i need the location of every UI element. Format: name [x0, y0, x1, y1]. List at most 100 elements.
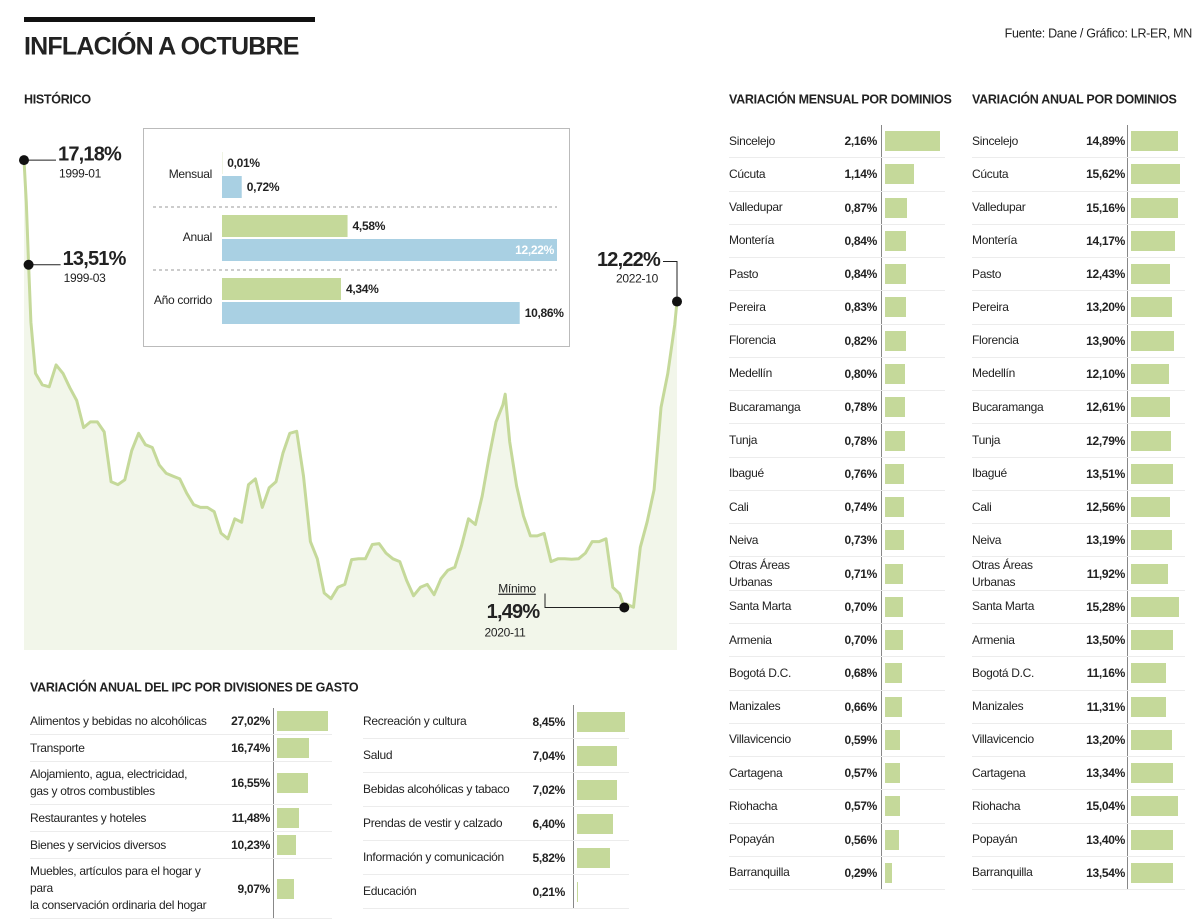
bar-area	[273, 859, 332, 918]
category-label: Pereira	[729, 299, 829, 316]
bar	[1131, 763, 1173, 783]
category-label: Bienes y servicios diversos	[30, 837, 215, 854]
value-label: 12,61%	[1072, 400, 1125, 414]
value-label: 0,66%	[829, 700, 877, 714]
value-label: 10,86%	[525, 306, 565, 320]
value-label: 0,57%	[829, 766, 877, 780]
value-label: 0,70%	[829, 633, 877, 647]
category-label: Restaurantes y hoteles	[30, 810, 215, 827]
value-label: 0,87%	[829, 201, 877, 215]
category-label: Bogotá D.C.	[972, 665, 1072, 682]
bar-area	[273, 735, 332, 761]
bar	[1131, 564, 1168, 584]
bar	[885, 763, 900, 783]
bar	[222, 215, 348, 237]
value-label: 13,20%	[1072, 733, 1125, 747]
bar	[885, 364, 905, 384]
category-label: Bebidas alcohólicas y tabaco	[363, 781, 513, 798]
value-label: 13,20%	[1072, 300, 1125, 314]
bar-area	[881, 824, 945, 856]
bar-area	[1127, 225, 1185, 257]
annotation-label: 17,18%	[58, 143, 122, 165]
bar	[1131, 431, 1171, 451]
bar	[885, 663, 902, 683]
category-label: Información y comunicación	[363, 849, 513, 866]
category-label: Riohacha	[972, 798, 1072, 815]
bar	[885, 131, 940, 151]
bar	[1131, 264, 1170, 284]
value-label: 12,56%	[1072, 500, 1125, 514]
value-label: 0,01%	[227, 156, 260, 170]
value-label: 15,28%	[1072, 600, 1125, 614]
category-label: Ibagué	[972, 465, 1072, 482]
category-label: Mensual	[169, 167, 212, 181]
section-title: VARIACIÓN ANUAL POR DOMINIOS	[972, 91, 1177, 106]
category-label: Manizales	[972, 698, 1072, 715]
bar	[1131, 131, 1178, 151]
category-label: Educación	[363, 883, 513, 900]
bar	[1131, 497, 1170, 517]
bar	[885, 730, 900, 750]
category-label: Cartagena	[729, 765, 829, 782]
bar-area	[881, 192, 945, 224]
title-rule	[24, 17, 315, 22]
category-label: Armenia	[729, 632, 829, 649]
value-label: 0,84%	[829, 267, 877, 281]
bar-area	[881, 591, 945, 623]
value-label: 0,74%	[829, 500, 877, 514]
bar-area	[1127, 291, 1185, 323]
value-label: 12,43%	[1072, 267, 1125, 281]
value-label: 4,34%	[346, 282, 379, 296]
value-label: 12,10%	[1072, 367, 1125, 381]
category-label: Cúcuta	[729, 166, 829, 183]
bar-area	[1127, 657, 1185, 689]
bar-area	[881, 790, 945, 822]
bar	[577, 712, 625, 732]
category-label: Transporte	[30, 740, 215, 757]
value-label: 12,79%	[1072, 434, 1125, 448]
category-label: Santa Marta	[972, 598, 1072, 615]
bar-area	[881, 424, 945, 456]
bar	[277, 711, 328, 731]
bar	[885, 497, 904, 517]
value-label: 11,92%	[1072, 567, 1125, 581]
bar	[1131, 796, 1178, 816]
bar-area	[881, 724, 945, 756]
bar-area	[573, 841, 629, 874]
category-label: Medellín	[972, 365, 1072, 382]
bar	[885, 530, 904, 550]
value-label: 0,70%	[829, 600, 877, 614]
category-label: Santa Marta	[729, 598, 829, 615]
value-label: 4,58%	[353, 219, 386, 233]
bar-area	[881, 524, 945, 556]
source: Fuente: Dane / Gráfico: LR-ER, MN	[1005, 26, 1193, 40]
value-label: 0,76%	[829, 467, 877, 481]
bar-area	[881, 491, 945, 523]
value-label: 0,83%	[829, 300, 877, 314]
value-label: 14,89%	[1072, 134, 1125, 148]
category-label: Tunja	[729, 432, 829, 449]
bar-area	[573, 807, 629, 840]
bar	[1131, 397, 1170, 417]
value-label: 2,16%	[829, 134, 877, 148]
point	[672, 297, 682, 307]
bar	[885, 198, 907, 218]
